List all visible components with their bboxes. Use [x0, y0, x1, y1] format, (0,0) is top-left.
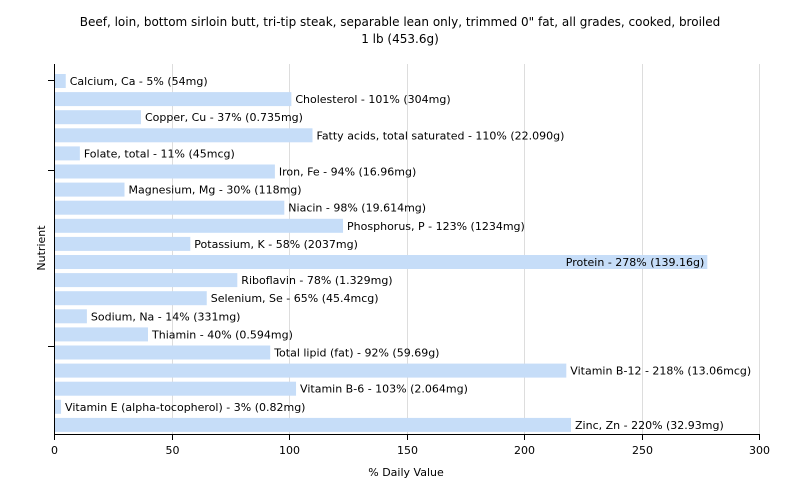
bar-label-19: Zinc, Zn - 220% (32.93mg): [575, 419, 724, 432]
bar-12: [55, 291, 207, 306]
bar-label-11: Riboflavin - 78% (1.329mg): [241, 274, 392, 287]
bar-16: [55, 363, 567, 378]
bar-label-9: Potassium, K - 58% (2037mg): [194, 238, 358, 251]
bar-9: [55, 236, 191, 251]
x-tick-label: 150: [397, 444, 418, 457]
bar-17: [55, 381, 297, 396]
bar-label-17: Vitamin B-6 - 103% (2.064mg): [300, 383, 468, 396]
bar-label-8: Phosphorus, P - 123% (1234mg): [347, 220, 525, 233]
bar-4: [55, 146, 80, 161]
bar-15: [55, 345, 271, 360]
bar-14: [55, 327, 148, 342]
bar-8: [55, 218, 344, 233]
bar-18: [55, 399, 62, 414]
bar-0: [55, 74, 66, 88]
chart-title-line-1: Beef, loin, bottom sirloin butt, tri-tip…: [79, 15, 721, 29]
x-tick-label: 200: [514, 444, 535, 457]
bar-label-16: Vitamin B-12 - 218% (13.06mcg): [570, 365, 751, 378]
bar-7: [55, 200, 285, 215]
x-axis-title: % Daily Value: [368, 466, 444, 479]
chart-title: Beef, loin, bottom sirloin butt, tri-tip…: [0, 14, 800, 48]
bar-label-3: Fatty acids, total saturated - 110% (22.…: [317, 129, 565, 142]
x-tick-label: 50: [166, 444, 180, 457]
bar-label-5: Iron, Fe - 94% (16.96mg): [279, 166, 416, 179]
bar-5: [55, 164, 275, 179]
bar-label-6: Magnesium, Mg - 30% (118mg): [129, 184, 302, 197]
bar-11: [55, 273, 238, 288]
bar-label-12: Selenium, Se - 65% (45.4mcg): [211, 292, 379, 305]
bar-label-0: Calcium, Ca - 5% (54mg): [70, 75, 208, 88]
bar-label-2: Copper, Cu - 37% (0.735mg): [145, 111, 303, 124]
bar-19: [55, 417, 571, 432]
chart-title-line-2: 1 lb (453.6g): [361, 32, 439, 46]
bar-13: [55, 309, 87, 324]
bar-label-4: Folate, total - 11% (45mcg): [84, 147, 235, 160]
bars: Calcium, Ca - 5% (54mg) Cholesterol - 101…: [55, 74, 751, 432]
x-tick-label: 300: [749, 444, 770, 457]
bar-label-18: Vitamin E (alpha-tocopherol) - 3% (0.82m…: [65, 401, 305, 414]
bar-label-13: Sodium, Na - 14% (331mg): [91, 310, 241, 323]
bar-label-7: Niacin - 98% (19.614mg): [288, 202, 426, 215]
bar-label-10: Protein - 278% (139.16g): [566, 256, 705, 269]
bar-2: [55, 110, 141, 125]
x-tick-label: 100: [279, 444, 300, 457]
x-tick-label: 250: [632, 444, 653, 457]
bar-6: [55, 182, 125, 197]
bar-label-1: Cholesterol - 101% (304mg): [295, 93, 450, 106]
bar-3: [55, 128, 313, 143]
axes: 0 50 100 150 200 250 300: [48, 64, 770, 457]
y-axis-title: Nutrient: [35, 225, 48, 271]
bar-1: [55, 92, 292, 107]
x-tick-label: 0: [51, 444, 58, 457]
bar-label-14: Thiamin - 40% (0.594mg): [151, 328, 293, 341]
bar-10: [55, 255, 708, 269]
bar-label-15: Total lipid (fat) - 92% (59.69g): [273, 347, 439, 360]
